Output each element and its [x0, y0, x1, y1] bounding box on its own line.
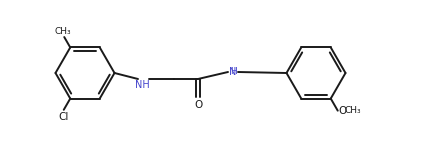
Text: O: O: [339, 106, 347, 116]
Text: N: N: [229, 67, 237, 77]
Text: O: O: [194, 100, 202, 110]
Text: CH₃: CH₃: [345, 106, 361, 115]
Text: NH: NH: [135, 80, 149, 90]
Text: CH₃: CH₃: [55, 27, 72, 36]
Text: Cl: Cl: [59, 112, 69, 122]
Text: H: H: [230, 67, 236, 76]
